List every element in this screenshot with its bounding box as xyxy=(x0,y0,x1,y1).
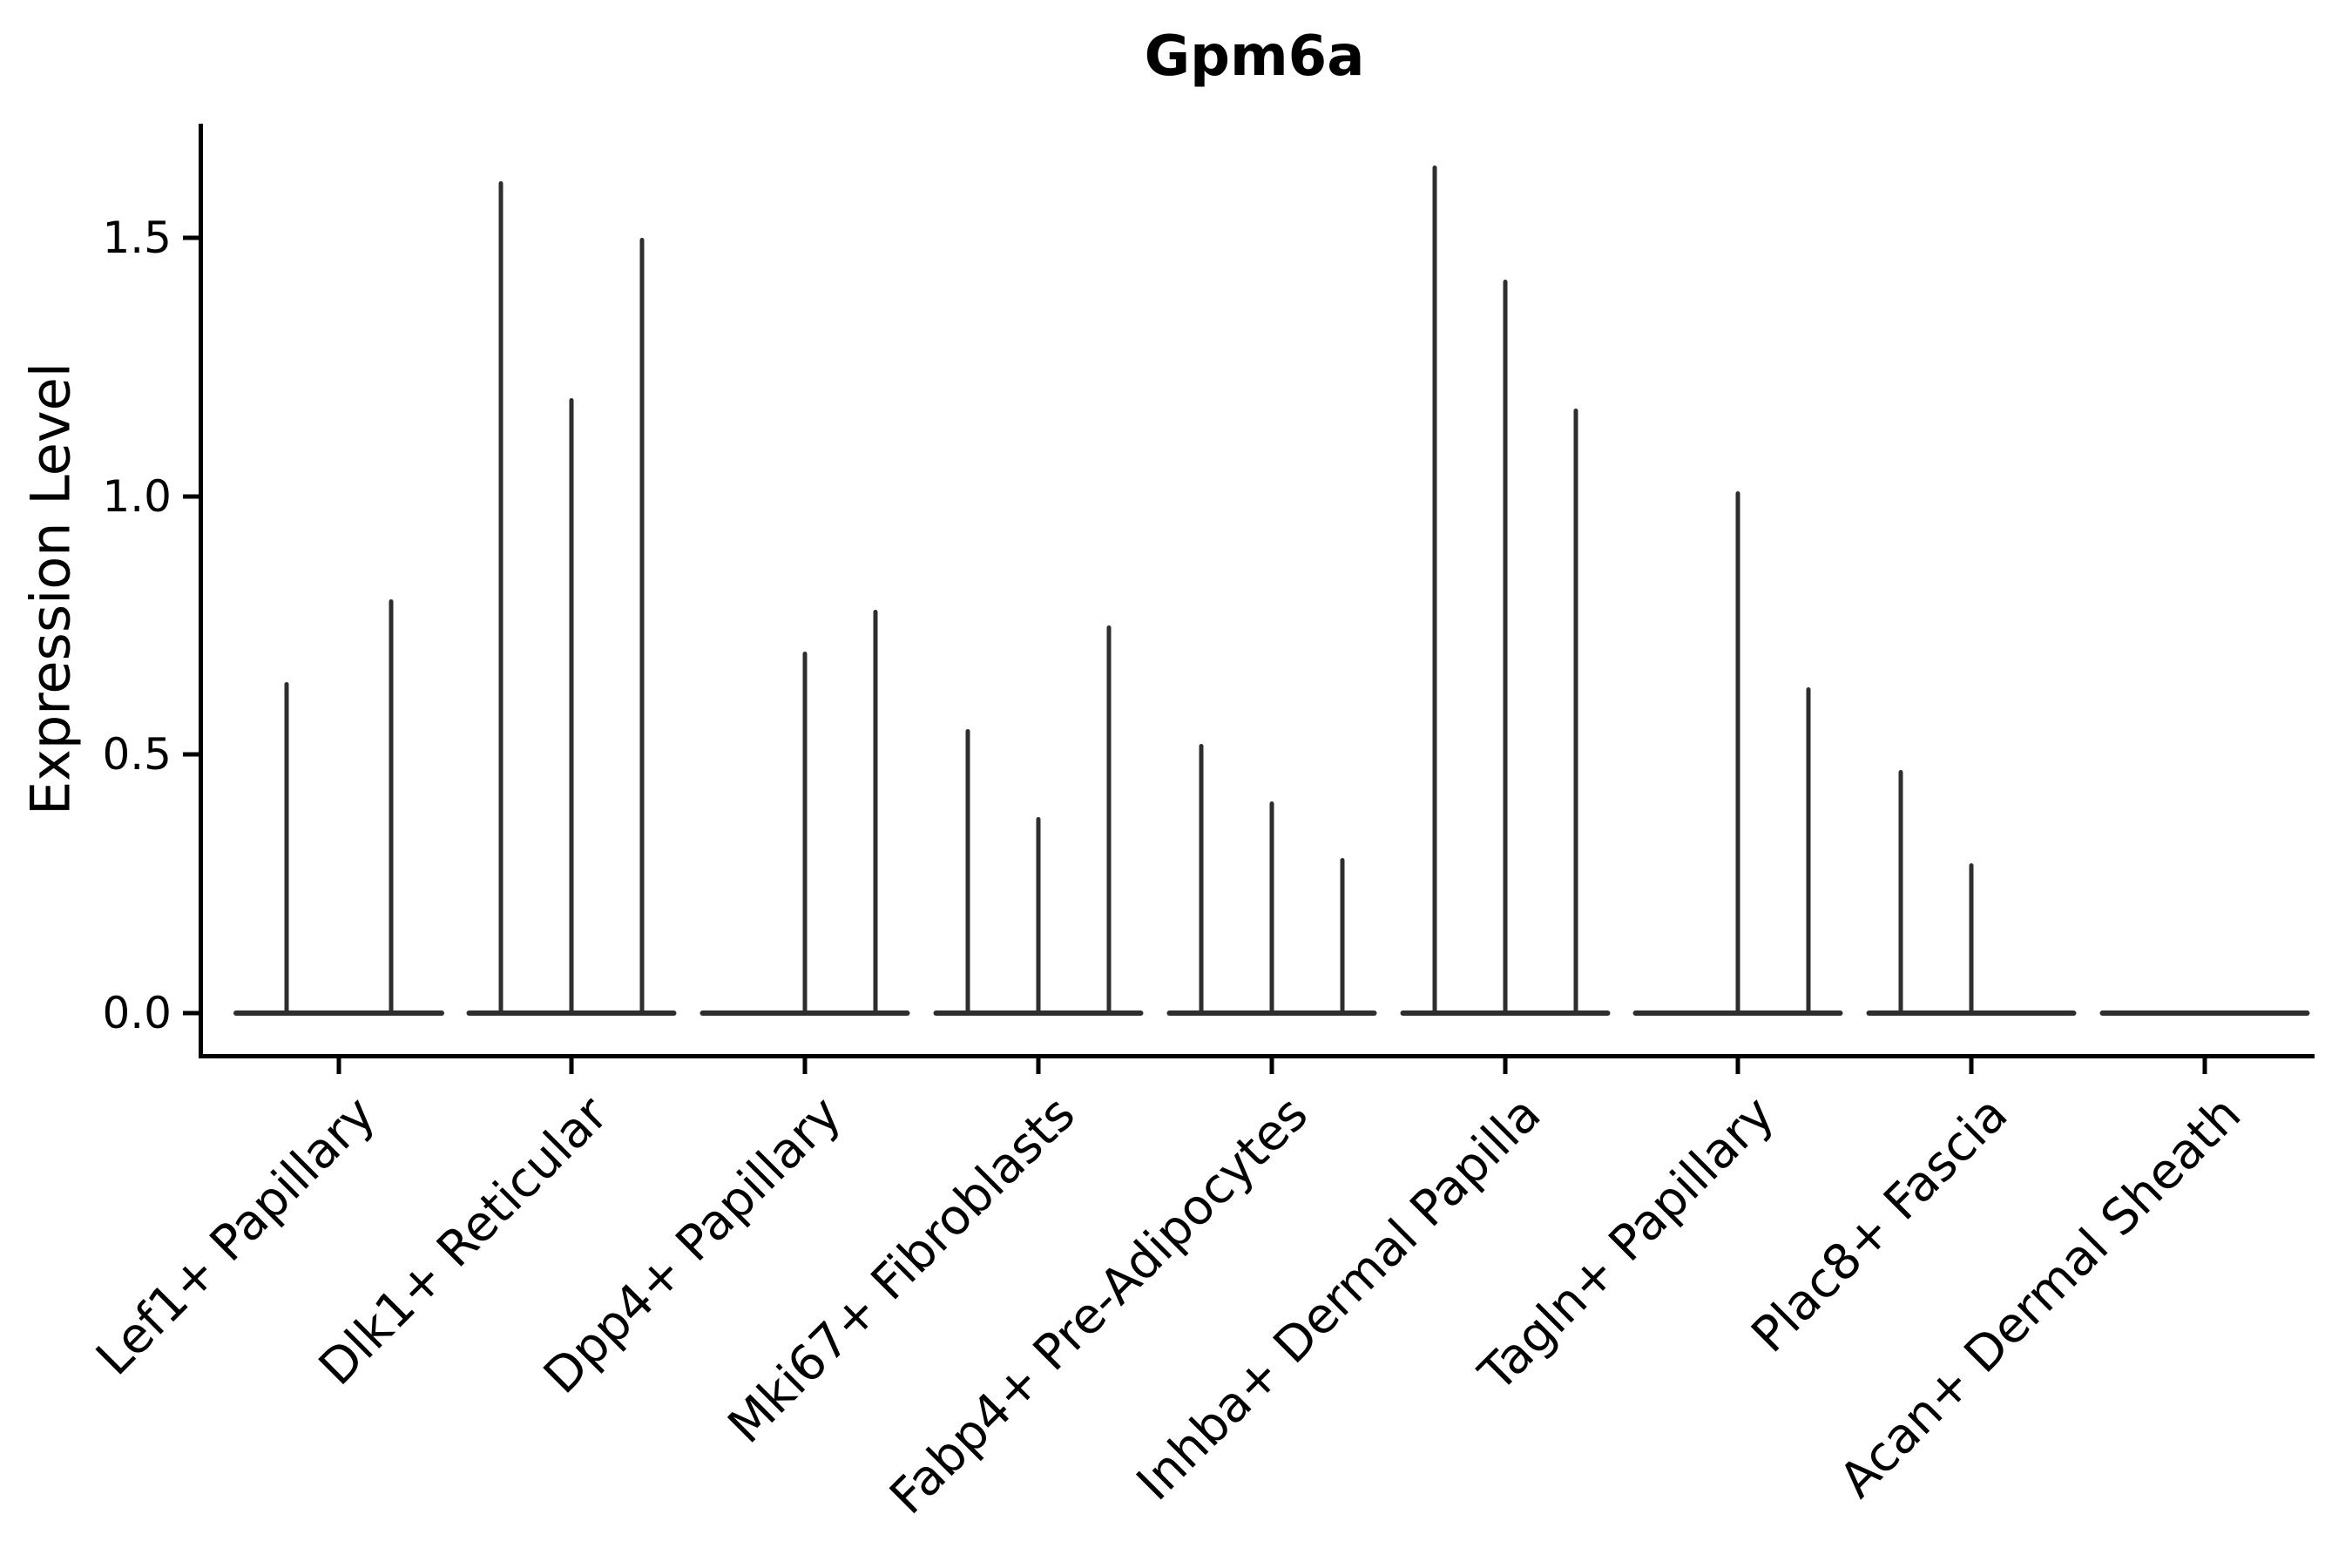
x-tick-label: Inhba+ Dermal Papilla xyxy=(1126,1085,1552,1512)
x-tick-mark xyxy=(1503,1058,1508,1074)
violin-spike xyxy=(1503,279,1508,1013)
violin-group xyxy=(203,124,2315,1054)
violin-spike xyxy=(284,682,289,1013)
x-tick-label: Acan+ Dermal Sheath xyxy=(1828,1085,2253,1510)
x-tick-label: Fabp4+ Pre-Adipocytes xyxy=(879,1085,1320,1526)
violin-spike xyxy=(1735,490,1740,1013)
violin-spike xyxy=(1432,165,1437,1013)
violin-spike xyxy=(1269,801,1274,1013)
y-tick-mark xyxy=(183,752,199,757)
y-tick-mark xyxy=(183,494,199,499)
y-tick-label: 0.0 xyxy=(102,988,172,1038)
y-tick-label: 0.5 xyxy=(102,729,172,781)
y-tick-mark xyxy=(183,1010,199,1016)
violin-spike xyxy=(1106,625,1112,1013)
violin-spike xyxy=(965,728,970,1013)
violin-spike xyxy=(1340,858,1345,1013)
x-tick-mark xyxy=(802,1058,808,1074)
violin-group xyxy=(203,124,2315,1054)
violin-group xyxy=(203,124,2315,1054)
y-tick-label: 1.0 xyxy=(102,470,172,522)
violin-baseline xyxy=(1166,1010,1377,1016)
violin-baseline xyxy=(933,1010,1144,1016)
plot-area: 0.0 0.5 1.0 1.5 Lef1+ Papillary Dlk1+ Reticul… xyxy=(85,124,2315,1525)
violin-spike xyxy=(639,238,645,1013)
y-tick-mark xyxy=(183,235,199,240)
violin-baseline xyxy=(1632,1010,1843,1016)
plot-title: Gpm6a xyxy=(1144,24,1365,89)
y-tick-label: 1.5 xyxy=(102,213,172,264)
violin-spike xyxy=(1969,862,1974,1013)
violin-spike xyxy=(1036,816,1041,1013)
violin-spike xyxy=(873,610,878,1013)
violin-group xyxy=(203,124,2315,1054)
y-axis-label: Expression Level xyxy=(18,362,83,815)
violin-group xyxy=(203,124,2315,1054)
violin-spike xyxy=(1898,770,1903,1013)
violin-spike xyxy=(802,651,808,1013)
x-tick-mark xyxy=(1269,1058,1274,1074)
violin-baseline xyxy=(700,1010,910,1016)
violin-baseline xyxy=(1400,1010,1611,1016)
violin-baseline xyxy=(466,1010,677,1016)
violin-group xyxy=(203,124,2315,1054)
violin-spike xyxy=(1199,744,1204,1013)
x-tick-mark xyxy=(336,1058,341,1074)
violin-spike xyxy=(389,599,394,1013)
violin-baseline xyxy=(2099,1010,2310,1016)
violin-group xyxy=(203,124,2315,1054)
violin-spike xyxy=(1806,687,1811,1013)
violin-baseline xyxy=(1866,1010,2077,1016)
violin-baseline xyxy=(233,1010,444,1016)
x-tick-mark xyxy=(2202,1058,2207,1074)
violin-spike xyxy=(498,180,504,1013)
violin-group xyxy=(203,124,2315,1054)
x-tick-mark xyxy=(1036,1058,1041,1074)
violin-spike xyxy=(1573,408,1578,1013)
x-tick-mark xyxy=(1735,1058,1740,1074)
violin-group xyxy=(203,124,2315,1054)
x-tick-mark xyxy=(1969,1058,1974,1074)
x-tick-label: Plac8+ Fascia xyxy=(1740,1085,2019,1364)
x-tick-mark xyxy=(569,1058,574,1074)
violin-spike xyxy=(569,397,574,1013)
